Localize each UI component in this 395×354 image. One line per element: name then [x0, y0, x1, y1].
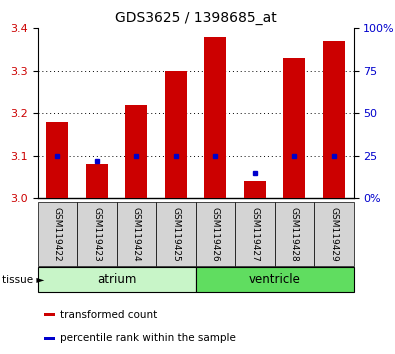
Text: GSM119422: GSM119422 [53, 207, 62, 262]
Bar [196, 267, 354, 292]
Text: ventricle: ventricle [248, 273, 301, 286]
Bar [38, 267, 196, 292]
Bar [44, 313, 55, 316]
Text: GSM119425: GSM119425 [171, 207, 180, 262]
Text: transformed count: transformed count [60, 310, 157, 320]
Text: GSM119427: GSM119427 [250, 207, 259, 262]
Bar [77, 202, 117, 266]
Bar [38, 202, 77, 266]
Bar [126, 105, 147, 198]
Text: percentile rank within the sample: percentile rank within the sample [60, 333, 235, 343]
Text: atrium: atrium [97, 273, 136, 286]
Bar [235, 202, 275, 266]
Bar [284, 58, 305, 198]
Bar [314, 202, 354, 266]
Bar [244, 181, 266, 198]
Text: GSM119426: GSM119426 [211, 207, 220, 262]
Text: GSM119428: GSM119428 [290, 207, 299, 262]
Bar [44, 337, 55, 339]
Bar [156, 202, 196, 266]
Text: GSM119424: GSM119424 [132, 207, 141, 262]
Text: GSM119423: GSM119423 [92, 207, 101, 262]
Title: GDS3625 / 1398685_at: GDS3625 / 1398685_at [115, 11, 276, 24]
Text: tissue ►: tissue ► [2, 275, 44, 285]
Text: GSM119429: GSM119429 [329, 207, 338, 262]
Bar [117, 202, 156, 266]
Bar [47, 122, 68, 198]
Bar [275, 202, 314, 266]
Bar [196, 202, 235, 266]
Bar [86, 164, 108, 198]
Bar [205, 37, 226, 198]
Bar [165, 71, 187, 198]
Bar [323, 41, 345, 198]
